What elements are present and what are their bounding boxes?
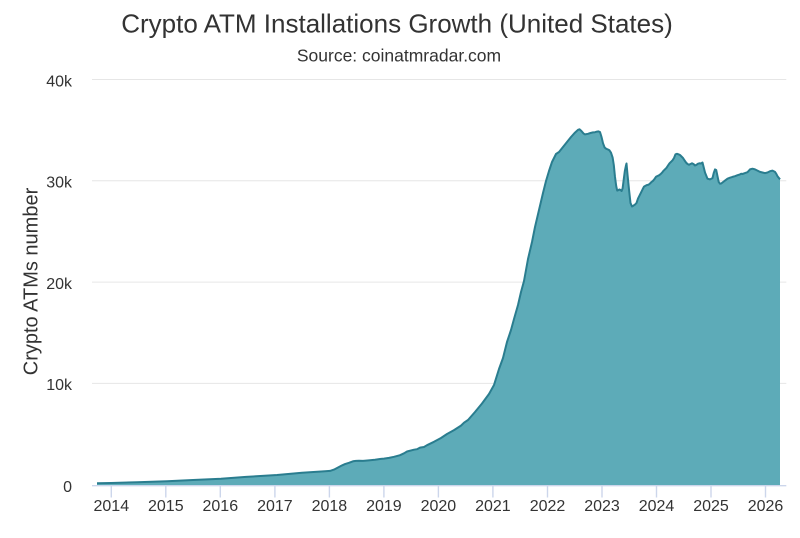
svg-text:2024: 2024 <box>639 498 675 515</box>
svg-text:2016: 2016 <box>203 498 239 515</box>
svg-text:2026: 2026 <box>748 498 784 515</box>
svg-text:40k: 40k <box>46 73 73 90</box>
svg-text:Source: coinatmradar.com: Source: coinatmradar.com <box>297 46 501 66</box>
svg-text:2019: 2019 <box>366 498 402 515</box>
svg-text:30k: 30k <box>46 175 73 192</box>
svg-text:0: 0 <box>63 479 72 496</box>
svg-text:Crypto ATMs number: Crypto ATMs number <box>20 187 42 375</box>
svg-text:2020: 2020 <box>421 498 457 515</box>
svg-text:2018: 2018 <box>312 498 348 515</box>
svg-text:2025: 2025 <box>693 498 729 515</box>
svg-text:2023: 2023 <box>584 498 620 515</box>
svg-text:2014: 2014 <box>94 498 130 515</box>
svg-text:2021: 2021 <box>475 498 511 515</box>
svg-text:20k: 20k <box>46 276 73 293</box>
svg-text:10k: 10k <box>46 377 73 394</box>
svg-text:2017: 2017 <box>257 498 293 515</box>
svg-text:Crypto ATM Installations Growt: Crypto ATM Installations Growth (United … <box>121 9 673 39</box>
svg-text:2015: 2015 <box>148 498 184 515</box>
svg-text:2022: 2022 <box>530 498 566 515</box>
